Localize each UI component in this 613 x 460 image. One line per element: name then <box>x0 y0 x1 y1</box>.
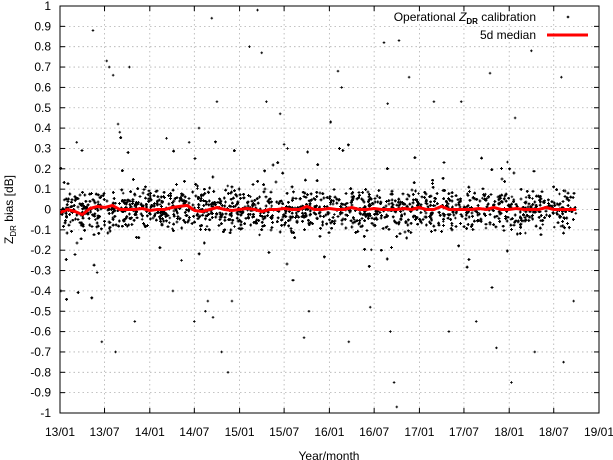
calibration-point <box>249 195 252 198</box>
calibration-point <box>506 160 509 164</box>
calibration-point <box>168 221 171 224</box>
calibration-point <box>140 218 144 221</box>
calibration-point <box>196 187 199 190</box>
calibration-point <box>270 204 274 208</box>
calibration-point <box>552 225 556 229</box>
calibration-point <box>420 221 424 225</box>
calibration-point <box>205 224 209 228</box>
calibration-point <box>531 197 534 200</box>
calibration-point <box>171 227 174 231</box>
calibration-point <box>178 199 181 203</box>
calibration-point <box>108 227 111 231</box>
calibration-point <box>541 223 545 226</box>
calibration-point <box>558 192 561 196</box>
calibration-point <box>485 197 489 200</box>
calibration-point <box>226 184 230 188</box>
calibration-point <box>352 218 356 221</box>
calibration-point <box>574 211 578 215</box>
calibration-point <box>62 198 66 202</box>
calibration-point <box>233 225 236 228</box>
calibration-point <box>509 218 513 221</box>
calibration-point <box>333 213 336 216</box>
calibration-point <box>510 195 514 199</box>
calibration-point <box>524 196 528 199</box>
calibration-point <box>524 231 527 235</box>
calibration-point <box>69 220 72 224</box>
calibration-point <box>258 233 261 237</box>
calibration-point <box>481 196 484 200</box>
calibration-point <box>484 192 487 196</box>
calibration-point <box>406 193 410 196</box>
calibration-point <box>168 216 172 220</box>
calibration-point <box>370 248 373 252</box>
calibration-point <box>158 203 162 206</box>
calibration-point <box>484 226 488 230</box>
calibration-point <box>454 216 457 220</box>
calibration-point <box>417 192 420 195</box>
calibration-point <box>121 191 125 195</box>
calibration-point <box>94 218 97 221</box>
